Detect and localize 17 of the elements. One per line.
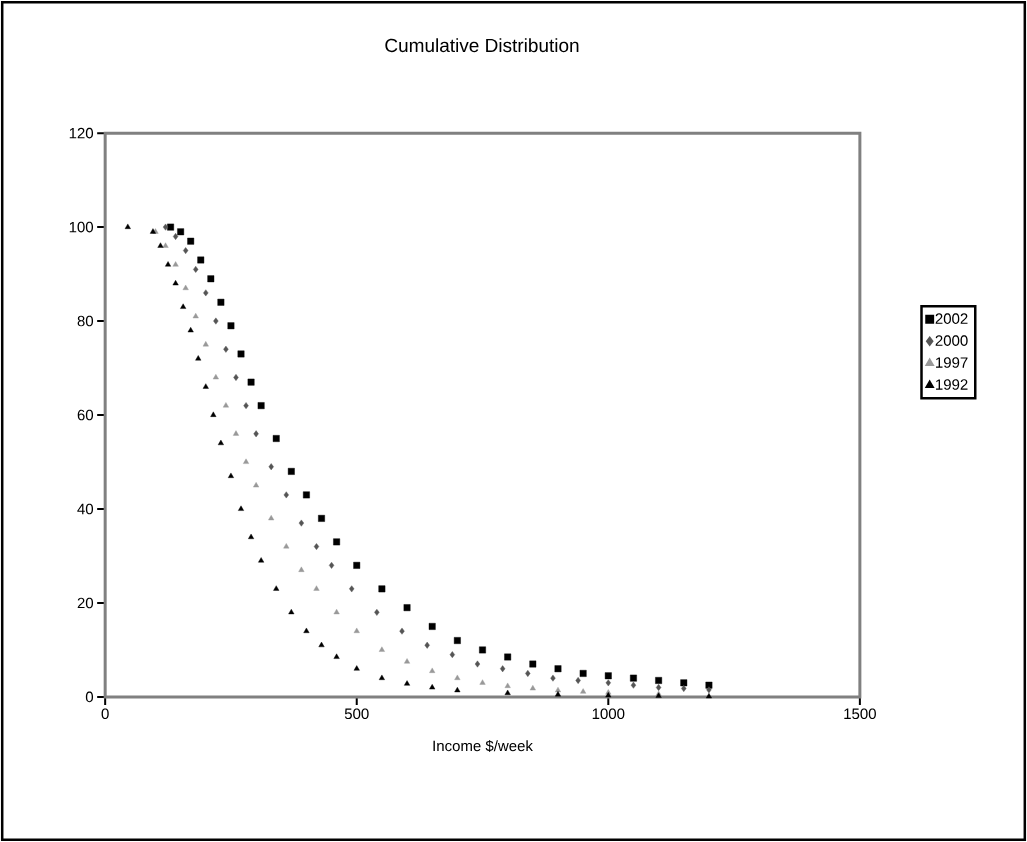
y-tick-label: 20 [77, 597, 94, 609]
legend-label: 2000 [935, 335, 968, 346]
y-tick-label: 0 [85, 691, 94, 703]
y-tick-label: 60 [77, 409, 94, 421]
x-tick-label: 1000 [592, 708, 625, 720]
x-tick-label: 1500 [844, 708, 876, 720]
legend-label: 2002 [935, 313, 968, 324]
y-tick-label: 80 [77, 315, 94, 327]
x-tick-label: 0 [101, 708, 109, 720]
y-tick-label: 40 [77, 503, 94, 515]
chart-title: Cumulative Distribution [385, 38, 579, 53]
y-tick-label: 100 [69, 221, 94, 233]
y-tick-label: 120 [69, 127, 94, 139]
x-axis-title: Income $/week [433, 739, 533, 753]
legend-label: 1997 [936, 357, 968, 368]
legend-label: 1992 [936, 379, 968, 390]
x-tick-label: 500 [344, 708, 369, 720]
